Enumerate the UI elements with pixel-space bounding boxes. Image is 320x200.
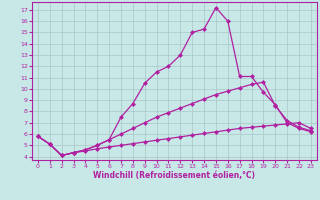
X-axis label: Windchill (Refroidissement éolien,°C): Windchill (Refroidissement éolien,°C) <box>93 171 255 180</box>
